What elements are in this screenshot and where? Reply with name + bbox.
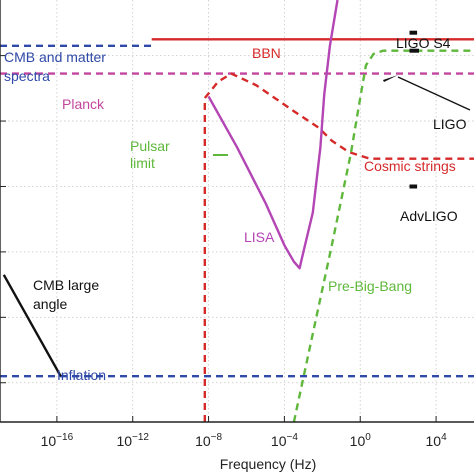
axis-ticks <box>0 55 437 422</box>
y-grid <box>0 55 474 384</box>
ligo-arrow-head <box>383 75 398 82</box>
series-cmb-large-angle <box>2 274 62 377</box>
label-lisa: LISA <box>244 229 275 245</box>
x-tick-labels: 10−16 10−12 10−8 10−4 100 104 <box>41 432 447 449</box>
x-axis-label: Frequency (Hz) <box>220 456 316 472</box>
ligo-pointer-line <box>397 76 471 111</box>
label-ligo-s4: LIGO S4 <box>396 35 451 51</box>
x-tick-label: 10−16 <box>41 432 74 449</box>
label-advligo: AdvLIGO <box>400 208 458 224</box>
label-limit: limit <box>130 155 155 171</box>
label-cosmic-strings: Cosmic strings <box>364 158 456 174</box>
label-cmb-matter: CMB and matter <box>4 49 106 65</box>
label-pulsar: Pulsar <box>130 138 170 154</box>
series-lisa <box>207 0 339 270</box>
label-spectra: spectra <box>4 68 50 84</box>
label-bbn: BBN <box>252 45 281 61</box>
label-inflation: Inflation <box>57 367 106 383</box>
x-tick-label: 10−12 <box>116 432 149 449</box>
label-pre-big-bang: Pre-Big-Bang <box>328 278 412 294</box>
label-cmb-large: CMB large <box>33 277 99 293</box>
label-ligo: LIGO <box>433 116 467 132</box>
label-angle: angle <box>33 296 67 312</box>
series-pre-big-bang <box>292 49 474 423</box>
series-pulsar-limit <box>203 72 474 422</box>
x-tick-label: 10−8 <box>195 432 222 449</box>
series-layer <box>0 0 474 423</box>
label-planck: Planck <box>62 96 105 112</box>
x-tick-label: 104 <box>426 432 448 449</box>
x-tick-label: 100 <box>350 432 372 449</box>
x-tick-label: 10−4 <box>271 432 298 449</box>
